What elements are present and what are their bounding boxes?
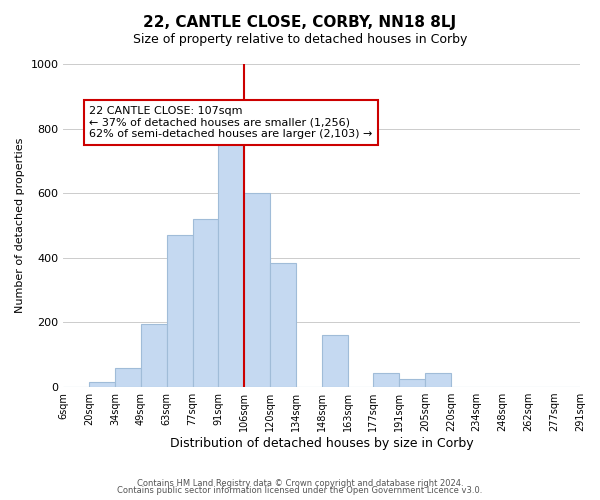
- Bar: [399, 379, 425, 387]
- Bar: [115, 368, 141, 387]
- Text: Contains HM Land Registry data © Crown copyright and database right 2024.: Contains HM Land Registry data © Crown c…: [137, 478, 463, 488]
- Y-axis label: Number of detached properties: Number of detached properties: [15, 138, 25, 313]
- Text: 22 CANTLE CLOSE: 107sqm
← 37% of detached houses are smaller (1,256)
62% of semi: 22 CANTLE CLOSE: 107sqm ← 37% of detache…: [89, 106, 373, 139]
- Bar: [322, 336, 347, 387]
- Bar: [425, 372, 451, 387]
- Bar: [373, 372, 399, 387]
- Text: Contains public sector information licensed under the Open Government Licence v3: Contains public sector information licen…: [118, 486, 482, 495]
- Text: 22, CANTLE CLOSE, CORBY, NN18 8LJ: 22, CANTLE CLOSE, CORBY, NN18 8LJ: [143, 15, 457, 30]
- Bar: [89, 382, 115, 387]
- Bar: [167, 235, 193, 387]
- Bar: [193, 219, 218, 387]
- Bar: [141, 324, 167, 387]
- Bar: [270, 262, 296, 387]
- Bar: [244, 193, 270, 387]
- Bar: [218, 142, 244, 387]
- X-axis label: Distribution of detached houses by size in Corby: Distribution of detached houses by size …: [170, 437, 473, 450]
- Text: Size of property relative to detached houses in Corby: Size of property relative to detached ho…: [133, 32, 467, 46]
